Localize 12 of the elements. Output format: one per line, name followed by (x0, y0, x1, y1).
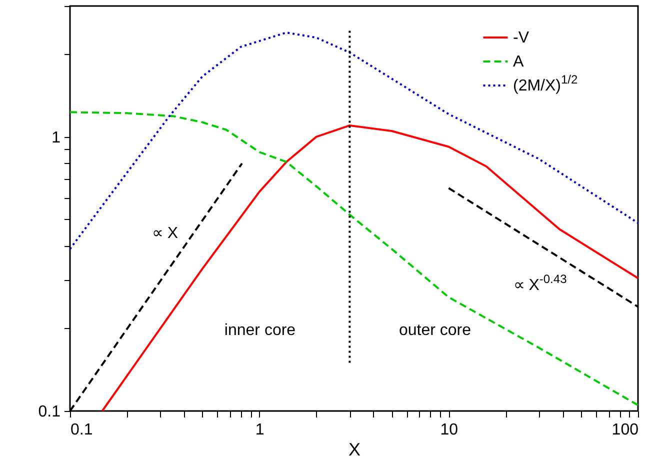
legend-label: A (513, 54, 524, 70)
annotation: ∝ X$^{-0.43}$ (513, 272, 568, 294)
x-tick-label: 10 (440, 422, 458, 438)
annotation: inner core (224, 322, 296, 339)
annotation: ∝ X (152, 225, 178, 242)
x-tick-label: 100 (612, 422, 639, 438)
legend-label: (2M/X)$^{1/2}$ (513, 72, 578, 94)
x-tick-label: 1 (255, 422, 264, 438)
x-axis-title: X (348, 440, 361, 460)
legend-label: -V (513, 30, 530, 46)
annotation: outer core (398, 322, 472, 339)
x-tick-label: 0.1 (70, 422, 93, 438)
